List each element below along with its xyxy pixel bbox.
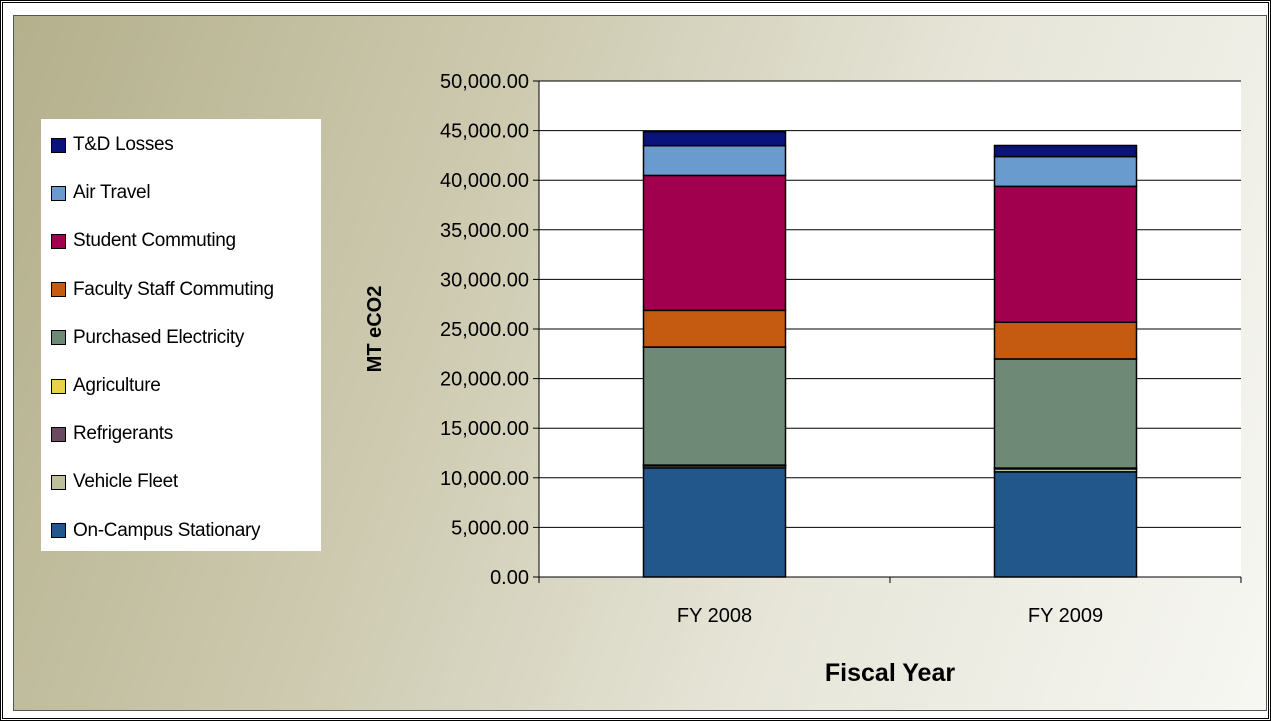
- y-tick-label: 35,000.00: [440, 220, 529, 242]
- bar-segment: [993, 155, 1138, 188]
- x-tick-label: FY 2009: [1028, 605, 1103, 627]
- bar-segment: [993, 471, 1138, 578]
- y-axis-title: MT eCO2: [364, 286, 386, 373]
- legend-item: Purchased Electricity: [51, 326, 244, 350]
- x-tick-label: FY 2008: [677, 605, 752, 627]
- legend-label: Faculty Staff Commuting: [73, 278, 274, 300]
- bar-segment: [642, 467, 787, 578]
- legend-label: Agriculture: [73, 375, 161, 396]
- bar-segment: [642, 346, 787, 466]
- bars: [642, 130, 1138, 578]
- y-tick-label: 40,000.00: [440, 170, 529, 192]
- bar-segment: [993, 321, 1138, 360]
- legend-label: Air Travel: [73, 182, 151, 204]
- legend-swatch: [51, 474, 66, 490]
- x-ticks: FY 2008 FY 2009: [538, 577, 1242, 627]
- legend-item: T&D Losses: [51, 133, 174, 157]
- x-axis-title: Fiscal Year: [825, 659, 955, 687]
- y-tick-label: 0.00: [490, 567, 529, 589]
- y-tick-label: 10,000.00: [440, 468, 529, 490]
- legend-item: On-Campus Stationary: [51, 519, 261, 543]
- y-tick-label: 20,000.00: [440, 369, 529, 391]
- chart-svg: 0.00 5,000.00 10,000.00 15,000.00 20,000.00 2…: [364, 71, 1242, 687]
- bar-segment: [642, 309, 787, 348]
- legend-item: Student Commuting: [51, 229, 236, 253]
- legend-swatch: [51, 282, 66, 298]
- legend-label: Student Commuting: [73, 230, 236, 252]
- legend-swatch: [51, 330, 66, 346]
- bar-segment: [993, 185, 1138, 324]
- y-ticks: 0.00 5,000.00 10,000.00 15,000.00 20,000.00 2…: [440, 71, 539, 589]
- bar-segment: [642, 130, 787, 147]
- legend-label: On-Campus Stationary: [73, 519, 261, 541]
- bar-segment: [642, 174, 787, 312]
- y-tick-label: 15,000.00: [440, 418, 529, 440]
- legend-swatch: [51, 185, 66, 201]
- legend-item: Faculty Staff Commuting: [51, 278, 274, 302]
- y-tick-label: 30,000.00: [440, 269, 529, 291]
- legend: T&D Losses Air Travel Student Commuting Fac…: [41, 119, 321, 551]
- legend-swatch: [51, 426, 66, 442]
- legend-label: T&D Losses: [73, 134, 174, 155]
- bar-segment: [993, 144, 1138, 158]
- y-tick-label: 25,000.00: [440, 319, 529, 341]
- legend-item: Agriculture: [51, 374, 161, 398]
- legend-swatch: [51, 233, 66, 249]
- y-tick-label: 5,000.00: [451, 517, 529, 539]
- y-tick-label: 45,000.00: [440, 121, 529, 143]
- legend-swatch: [51, 523, 66, 539]
- legend-swatch: [51, 137, 66, 153]
- legend-swatch: [51, 378, 66, 394]
- legend-item: Air Travel: [51, 181, 151, 205]
- legend-label: Refrigerants: [73, 423, 173, 445]
- legend-label: Purchased Electricity: [73, 326, 245, 348]
- legend-item: Refrigerants: [51, 422, 173, 446]
- legend-item: Vehicle Fleet: [51, 470, 178, 494]
- bar-segment: [642, 144, 787, 177]
- legend-label: Vehicle Fleet: [73, 471, 178, 493]
- bar-segment: [993, 358, 1138, 469]
- y-tick-label: 50,000.00: [440, 71, 529, 93]
